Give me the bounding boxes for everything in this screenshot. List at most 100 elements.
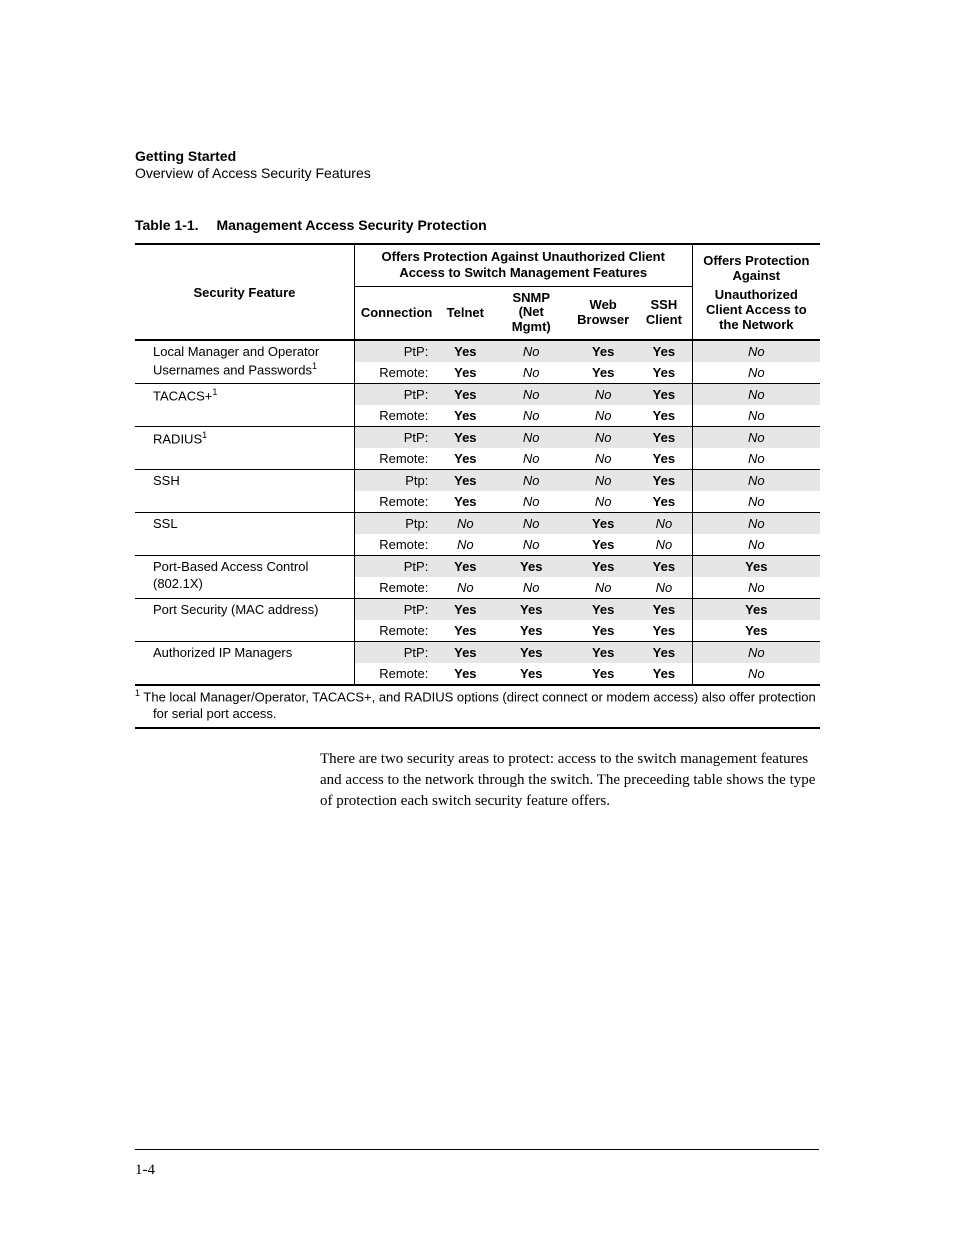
cell-value: Yes <box>592 666 614 681</box>
cell-value: Yes <box>745 602 767 617</box>
ssh-cell: Yes <box>636 663 692 685</box>
net-cell: No <box>692 577 820 599</box>
connection-cell: PtP: <box>354 556 438 578</box>
cell-value: Remote: <box>379 494 428 509</box>
feature-name-cell: SSL <box>135 513 354 556</box>
web-cell: No <box>570 577 636 599</box>
connection-cell: Remote: <box>354 405 438 427</box>
cell-value: PtP: <box>404 645 429 660</box>
snmp-cell: No <box>492 448 570 470</box>
snmp-cell: Yes <box>492 556 570 578</box>
ssh-cell: Yes <box>636 599 692 621</box>
net-cell: No <box>692 427 820 449</box>
col-telnet: Telnet <box>438 286 492 340</box>
cell-value: Yes <box>653 666 675 681</box>
cell-value: Remote: <box>379 451 428 466</box>
cell-value: Yes <box>454 473 476 488</box>
cell-value: No <box>523 473 540 488</box>
cell-value: Yes <box>454 387 476 402</box>
telnet-cell: No <box>438 534 492 556</box>
feature-name: Authorized IP Managers <box>153 645 292 660</box>
table-row: SSHPtp:YesNoNoYesNo <box>135 470 820 492</box>
cell-value: Yes <box>653 602 675 617</box>
feature-name-cell: Port-Based Access Control (802.1X) <box>135 556 354 599</box>
cell-value: Yes <box>520 602 542 617</box>
feature-name: Port-Based Access Control (802.1X) <box>153 559 308 590</box>
snmp-cell: Yes <box>492 663 570 685</box>
col-security-feature: Security Feature <box>135 244 354 340</box>
table-body: Local Manager and Operator Usernames and… <box>135 340 820 685</box>
telnet-cell: Yes <box>438 384 492 406</box>
table-caption-label: Table 1-1. <box>135 217 199 233</box>
cell-value: No <box>523 580 540 595</box>
colgroup-protection-mgmt: Offers Protection Against Unauthorized C… <box>354 244 692 286</box>
table-head: Security Feature Offers Protection Again… <box>135 244 820 340</box>
telnet-cell: Yes <box>438 340 492 362</box>
cell-value: No <box>595 387 612 402</box>
cell-value: Yes <box>454 344 476 359</box>
net-cell: No <box>692 405 820 427</box>
cell-value: Yes <box>592 365 614 380</box>
section-subtitle: Overview of Access Security Features <box>135 165 819 181</box>
cell-value: Yes <box>454 494 476 509</box>
ssh-cell: Yes <box>636 620 692 642</box>
ssh-cell: Yes <box>636 448 692 470</box>
telnet-cell: No <box>438 513 492 535</box>
ssh-cell: Yes <box>636 384 692 406</box>
net-cell: No <box>692 448 820 470</box>
cell-value: No <box>595 473 612 488</box>
ssh-cell: Yes <box>636 491 692 513</box>
cell-value: No <box>523 344 540 359</box>
web-cell: Yes <box>570 599 636 621</box>
col-ssh: SSH Client <box>636 286 692 340</box>
cell-value: No <box>523 537 540 552</box>
cell-value: Yes <box>592 344 614 359</box>
ssh-cell: Yes <box>636 340 692 362</box>
table-footnote: 1 The local Manager/Operator, TACACS+, a… <box>135 686 820 729</box>
cell-value: Yes <box>520 666 542 681</box>
cell-value: Yes <box>454 365 476 380</box>
web-cell: Yes <box>570 620 636 642</box>
table-row: TACACS+1PtP:YesNoNoYesNo <box>135 384 820 406</box>
web-cell: Yes <box>570 642 636 664</box>
feature-name-cell: TACACS+1 <box>135 384 354 427</box>
cell-value: Ptp: <box>405 473 428 488</box>
cell-value: Yes <box>745 623 767 638</box>
table-caption: Table 1-1. Management Access Security Pr… <box>135 217 819 233</box>
connection-cell: Remote: <box>354 448 438 470</box>
snmp-cell: No <box>492 577 570 599</box>
cell-value: Yes <box>653 473 675 488</box>
ssh-cell: Yes <box>636 362 692 384</box>
cell-value: No <box>748 387 765 402</box>
snmp-cell: Yes <box>492 642 570 664</box>
net-cell: No <box>692 513 820 535</box>
snmp-cell: No <box>492 384 570 406</box>
connection-cell: Remote: <box>354 577 438 599</box>
cell-value: Yes <box>653 623 675 638</box>
cell-value: No <box>595 451 612 466</box>
ssh-cell: Yes <box>636 470 692 492</box>
cell-value: No <box>523 494 540 509</box>
snmp-cell: No <box>492 491 570 513</box>
cell-value: No <box>523 387 540 402</box>
ssh-cell: Yes <box>636 405 692 427</box>
cell-value: Yes <box>454 408 476 423</box>
snmp-cell: No <box>492 534 570 556</box>
ssh-cell: No <box>636 534 692 556</box>
telnet-cell: Yes <box>438 405 492 427</box>
connection-cell: Ptp: <box>354 470 438 492</box>
cell-value: No <box>748 580 765 595</box>
cell-value: No <box>748 666 765 681</box>
web-cell: No <box>570 405 636 427</box>
table-row: Port-Based Access Control (802.1X)PtP:Ye… <box>135 556 820 578</box>
cell-value: Yes <box>592 645 614 660</box>
web-cell: Yes <box>570 556 636 578</box>
feature-name: Port Security (MAC address) <box>153 602 318 617</box>
cell-value: No <box>748 494 765 509</box>
feature-sup: 1 <box>202 430 207 440</box>
feature-name: TACACS+ <box>153 389 212 404</box>
cell-value: Yes <box>653 430 675 445</box>
cell-value: No <box>523 430 540 445</box>
snmp-cell: No <box>492 513 570 535</box>
snmp-cell: No <box>492 340 570 362</box>
